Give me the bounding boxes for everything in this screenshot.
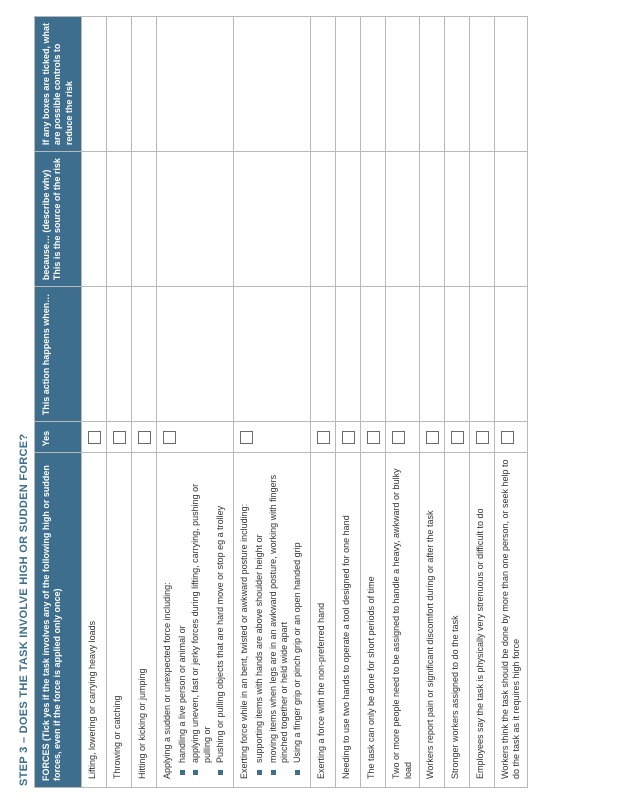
bullet-item: handling a live person or animal or [177, 459, 188, 775]
cell-because[interactable] [361, 152, 386, 287]
cell-when[interactable] [386, 287, 420, 422]
forces-table: FORCES (Tick yes if the task involves an… [34, 16, 528, 788]
cell-controls[interactable] [361, 17, 386, 152]
cell-because[interactable] [469, 152, 494, 287]
cell-when[interactable] [469, 287, 494, 422]
col-header-yes: Yes [35, 422, 82, 453]
col-header-forces: FORCES (Tick yes if the task involves an… [35, 453, 82, 788]
cell-because[interactable] [131, 152, 156, 287]
row-text: Stronger workers assigned to do the task [450, 615, 460, 779]
table-row: Hitting or kicking or jumping [131, 17, 156, 788]
cell-because[interactable] [386, 152, 420, 287]
cell-because[interactable] [311, 152, 336, 287]
cell-when[interactable] [336, 287, 361, 422]
checkbox[interactable] [476, 431, 489, 444]
table-row: Lifting, lowering or carrying heavy load… [81, 17, 106, 788]
row-text: The task can only be done for short peri… [366, 576, 376, 779]
cell-controls[interactable] [311, 17, 336, 152]
row-bullets: supporting items with hands are above sh… [254, 459, 303, 779]
col-header-when: This action happens when… [35, 287, 82, 422]
bullet-item: applying uneven, fast or jerky forces du… [190, 459, 213, 775]
table-row: Exerting a force with the non-preferred … [311, 17, 336, 788]
table-row: Two or more people need to be assigned t… [386, 17, 420, 788]
cell-when[interactable] [106, 287, 131, 422]
cell-when[interactable] [131, 287, 156, 422]
table-header-row: FORCES (Tick yes if the task involves an… [35, 17, 82, 788]
checkbox[interactable] [138, 431, 151, 444]
cell-because[interactable] [156, 152, 233, 287]
cell-because[interactable] [81, 152, 106, 287]
cell-because[interactable] [419, 152, 444, 287]
cell-when[interactable] [311, 287, 336, 422]
checkbox[interactable] [113, 431, 126, 444]
cell-when[interactable] [156, 287, 233, 422]
row-text: Needing to use two hands to operate a to… [341, 515, 351, 779]
table-row: Throwing or catching [106, 17, 131, 788]
checkbox[interactable] [240, 431, 253, 444]
checkbox[interactable] [163, 431, 176, 444]
cell-controls[interactable] [494, 17, 528, 152]
row-lead: Exerting force while in an bent, twisted… [239, 459, 250, 779]
col-header-because: because… (describe why) This is the sour… [35, 152, 82, 287]
checkbox[interactable] [426, 431, 439, 444]
cell-controls[interactable] [81, 17, 106, 152]
checkbox[interactable] [317, 431, 330, 444]
step-title: STEP 3 – DOES THE TASK INVOLVE HIGH OR S… [18, 16, 30, 786]
cell-because[interactable] [444, 152, 469, 287]
cell-controls[interactable] [156, 17, 233, 152]
table-row: The task can only be done for short peri… [361, 17, 386, 788]
cell-controls[interactable] [106, 17, 131, 152]
bullet-item: Pushing or pulling objects that are hard… [215, 459, 226, 775]
cell-because[interactable] [494, 152, 528, 287]
cell-when[interactable] [494, 287, 528, 422]
table-row: Employees say the task is physically ver… [469, 17, 494, 788]
table-row: Workers think the task should be done by… [494, 17, 528, 788]
cell-when[interactable] [361, 287, 386, 422]
cell-when[interactable] [419, 287, 444, 422]
checkbox[interactable] [367, 431, 380, 444]
checkbox[interactable] [342, 431, 355, 444]
cell-controls[interactable] [419, 17, 444, 152]
cell-controls[interactable] [469, 17, 494, 152]
cell-controls[interactable] [444, 17, 469, 152]
table-row: Stronger workers assigned to do the task [444, 17, 469, 788]
table-row: Exerting force while in an bent, twisted… [234, 17, 311, 788]
cell-because[interactable] [336, 152, 361, 287]
bullet-item: Using a finger grip or pinch grip or an … [292, 459, 303, 775]
checkbox[interactable] [501, 431, 514, 444]
cell-because[interactable] [106, 152, 131, 287]
bullet-item: moving items when legs are in an awkward… [268, 459, 291, 775]
checkbox[interactable] [451, 431, 464, 444]
table-row: Applying a sudden or unexpected force in… [156, 17, 233, 788]
cell-controls[interactable] [131, 17, 156, 152]
cell-because[interactable] [234, 152, 311, 287]
row-text: Exerting a force with the non-preferred … [316, 603, 326, 779]
table-row: Workers report pain or significant disco… [419, 17, 444, 788]
col-header-controls: If any boxes are ticked, what are possib… [35, 17, 82, 152]
checkbox[interactable] [392, 431, 405, 444]
row-text: Employees say the task is physically ver… [475, 509, 485, 779]
row-text: Workers think the task should be done by… [500, 459, 521, 779]
row-bullets: handling a live person or animal or appl… [177, 459, 226, 779]
table-row: Needing to use two hands to operate a to… [336, 17, 361, 788]
row-lead: Applying a sudden or unexpected force in… [162, 459, 173, 779]
cell-when[interactable] [234, 287, 311, 422]
row-text: Workers report pain or significant disco… [425, 511, 435, 779]
row-text: Two or more people need to be assigned t… [391, 468, 412, 779]
checkbox[interactable] [88, 431, 101, 444]
bullet-item: supporting items with hands are above sh… [254, 459, 265, 775]
cell-controls[interactable] [234, 17, 311, 152]
cell-controls[interactable] [386, 17, 420, 152]
cell-controls[interactable] [336, 17, 361, 152]
cell-when[interactable] [444, 287, 469, 422]
row-text: Lifting, lowering or carrying heavy load… [87, 621, 97, 779]
row-text: Throwing or catching [112, 695, 122, 779]
cell-when[interactable] [81, 287, 106, 422]
row-text: Hitting or kicking or jumping [137, 668, 147, 779]
